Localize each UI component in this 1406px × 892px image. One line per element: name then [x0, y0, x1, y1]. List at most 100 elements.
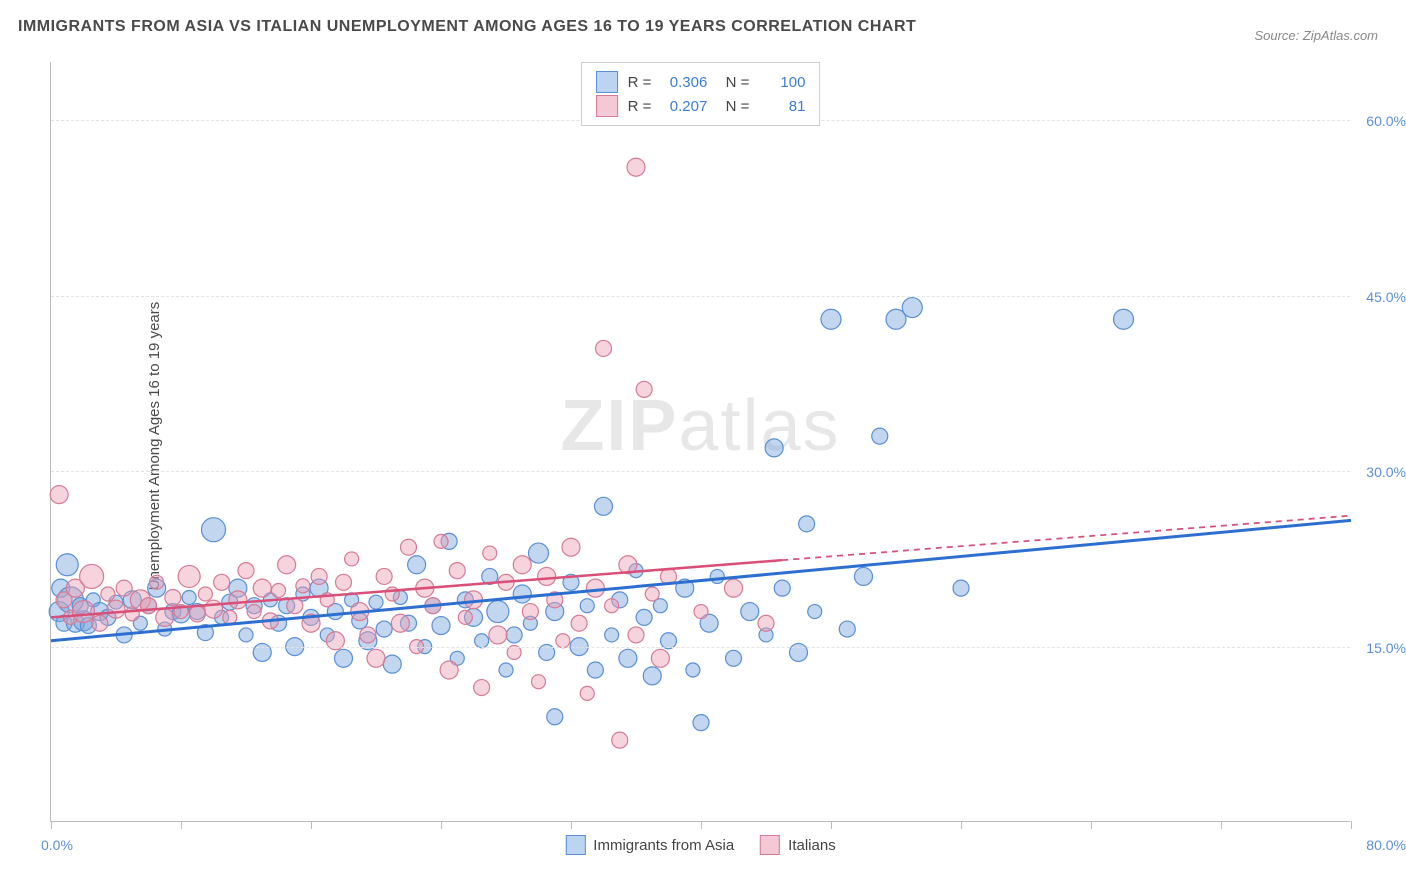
legend-r-label: R = — [628, 74, 652, 91]
legend-n-value: 100 — [759, 74, 805, 91]
source-attribution: Source: ZipAtlas.com — [1254, 28, 1378, 43]
legend-stat-row: R = 0.207 N = 81 — [596, 95, 806, 117]
scatter-point — [725, 579, 743, 597]
scatter-point — [513, 585, 531, 603]
scatter-point — [80, 564, 104, 588]
scatter-point — [383, 655, 401, 673]
legend-r-label: R = — [628, 98, 652, 115]
scatter-point — [376, 621, 392, 637]
gridline: 45.0% — [51, 296, 1350, 297]
scatter-point — [636, 609, 652, 625]
scatter-point — [562, 538, 580, 556]
scatter-point — [391, 614, 409, 632]
scatter-point — [1114, 309, 1134, 329]
scatter-point — [434, 534, 448, 548]
legend-item: Italians — [760, 835, 836, 855]
y-tick-label: 45.0% — [1366, 289, 1406, 305]
x-tick — [181, 821, 182, 829]
scatter-point — [360, 627, 376, 643]
legend-stat-row: R = 0.306 N = 100 — [596, 71, 806, 93]
legend-swatch — [565, 835, 585, 855]
scatter-point — [605, 628, 619, 642]
scatter-point — [765, 439, 783, 457]
legend-swatch — [596, 71, 618, 93]
scatter-point — [483, 546, 497, 560]
scatter-point — [239, 628, 253, 642]
scatter-point — [107, 600, 125, 618]
scatter-point — [710, 569, 724, 583]
scatter-point — [808, 605, 822, 619]
scatter-point — [513, 556, 531, 574]
scatter-point — [645, 587, 659, 601]
scatter-point — [311, 568, 327, 584]
scatter-point — [182, 591, 196, 605]
scatter-point — [487, 601, 509, 623]
scatter-point — [202, 518, 226, 542]
scatter-point — [278, 556, 296, 574]
scatter-point — [651, 649, 669, 667]
scatter-point — [596, 340, 612, 356]
x-tick — [701, 821, 702, 829]
scatter-point — [376, 568, 392, 584]
legend-swatch — [760, 835, 780, 855]
y-tick-label: 30.0% — [1366, 464, 1406, 480]
scatter-point — [693, 715, 709, 731]
scatter-point — [178, 565, 200, 587]
scatter-point — [449, 563, 465, 579]
scatter-point — [474, 680, 490, 696]
plot-area: ZIPatlas R = 0.306 N = 100R = 0.207 N = … — [50, 62, 1350, 822]
scatter-point — [247, 605, 261, 619]
x-tick — [961, 821, 962, 829]
scatter-point — [643, 667, 661, 685]
legend-n-value: 81 — [759, 98, 805, 115]
chart-svg — [51, 62, 1350, 821]
scatter-point — [741, 603, 759, 621]
scatter-point — [205, 600, 223, 618]
trend-line-dashed — [782, 516, 1351, 561]
scatter-point — [287, 598, 303, 614]
y-tick-label: 60.0% — [1366, 113, 1406, 129]
legend-n-label: N = — [717, 74, 749, 91]
scatter-point — [165, 590, 181, 606]
scatter-point — [156, 608, 174, 626]
scatter-point — [538, 567, 556, 585]
legend-stats: R = 0.306 N = 100R = 0.207 N = 81 — [581, 62, 821, 126]
scatter-point — [839, 621, 855, 637]
x-tick — [311, 821, 312, 829]
scatter-point — [489, 626, 507, 644]
scatter-point — [619, 649, 637, 667]
scatter-point — [401, 539, 417, 555]
x-tick — [1351, 821, 1352, 829]
scatter-point — [529, 543, 549, 563]
scatter-point — [547, 709, 563, 725]
scatter-point — [953, 580, 969, 596]
gridline: 30.0% — [51, 471, 1350, 472]
scatter-point — [458, 610, 472, 624]
x-tick — [831, 821, 832, 829]
scatter-point — [272, 583, 286, 597]
scatter-point — [726, 650, 742, 666]
scatter-point — [432, 617, 450, 635]
scatter-point — [189, 606, 205, 622]
scatter-point — [345, 552, 359, 566]
scatter-point — [595, 497, 613, 515]
legend-label: Italians — [788, 837, 836, 854]
scatter-point — [580, 599, 594, 613]
legend-n-label: N = — [717, 98, 749, 115]
scatter-point — [336, 574, 352, 590]
scatter-point — [296, 579, 310, 593]
scatter-point — [628, 627, 644, 643]
legend-label: Immigrants from Asia — [593, 837, 734, 854]
scatter-point — [605, 599, 619, 613]
scatter-point — [821, 309, 841, 329]
scatter-point — [612, 732, 628, 748]
scatter-point — [499, 663, 513, 677]
scatter-point — [774, 580, 790, 596]
x-tick — [1221, 821, 1222, 829]
y-tick-label: 15.0% — [1366, 640, 1406, 656]
gridline: 15.0% — [51, 647, 1350, 648]
scatter-point — [627, 158, 645, 176]
legend-r-value: 0.306 — [661, 74, 707, 91]
x-tick — [571, 821, 572, 829]
scatter-point — [758, 615, 774, 631]
